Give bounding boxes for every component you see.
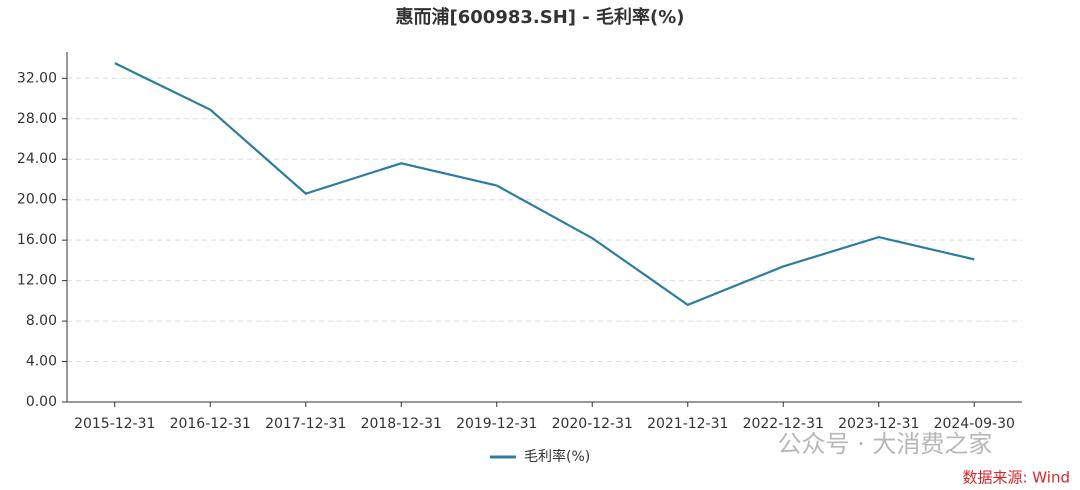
x-tick-label: 2022-12-31 bbox=[743, 416, 824, 432]
y-tick-label: 8.00 bbox=[26, 313, 57, 329]
y-tick-label: 12.00 bbox=[17, 273, 57, 289]
y-tick-label: 32.00 bbox=[17, 70, 57, 86]
line bbox=[114, 62, 975, 307]
source: 数据来源: Wind bbox=[962, 469, 1070, 487]
x-tick-label: 2024-09-30 bbox=[934, 416, 1015, 432]
y-tick-label: 16.00 bbox=[17, 232, 57, 248]
x-tick-label: 2018-12-31 bbox=[361, 416, 442, 432]
x-tick-label: 2015-12-31 bbox=[74, 416, 155, 432]
x-tick-label: 2020-12-31 bbox=[552, 416, 633, 432]
x-tick-label: 2019-12-31 bbox=[456, 416, 537, 432]
y-tick-label: 20.00 bbox=[17, 192, 57, 208]
watermark: 公众号 · 大消费之家 bbox=[778, 430, 993, 458]
y-tick-label: 24.00 bbox=[17, 151, 57, 167]
x-tick-label: 2023-12-31 bbox=[838, 416, 919, 432]
x-tick-label: 2017-12-31 bbox=[265, 416, 346, 432]
legend-label: 毛利率(%) bbox=[524, 448, 590, 465]
x-tick-label: 2021-12-31 bbox=[647, 416, 728, 432]
y-tick-label: 28.00 bbox=[17, 111, 57, 127]
y-tick-label: 4.00 bbox=[26, 354, 57, 370]
chart-title: 惠而浦[600983.SH] - 毛利率(%) bbox=[396, 6, 685, 28]
x-tick-label: 2016-12-31 bbox=[170, 416, 251, 432]
y-tick-label: 0.00 bbox=[26, 394, 57, 410]
